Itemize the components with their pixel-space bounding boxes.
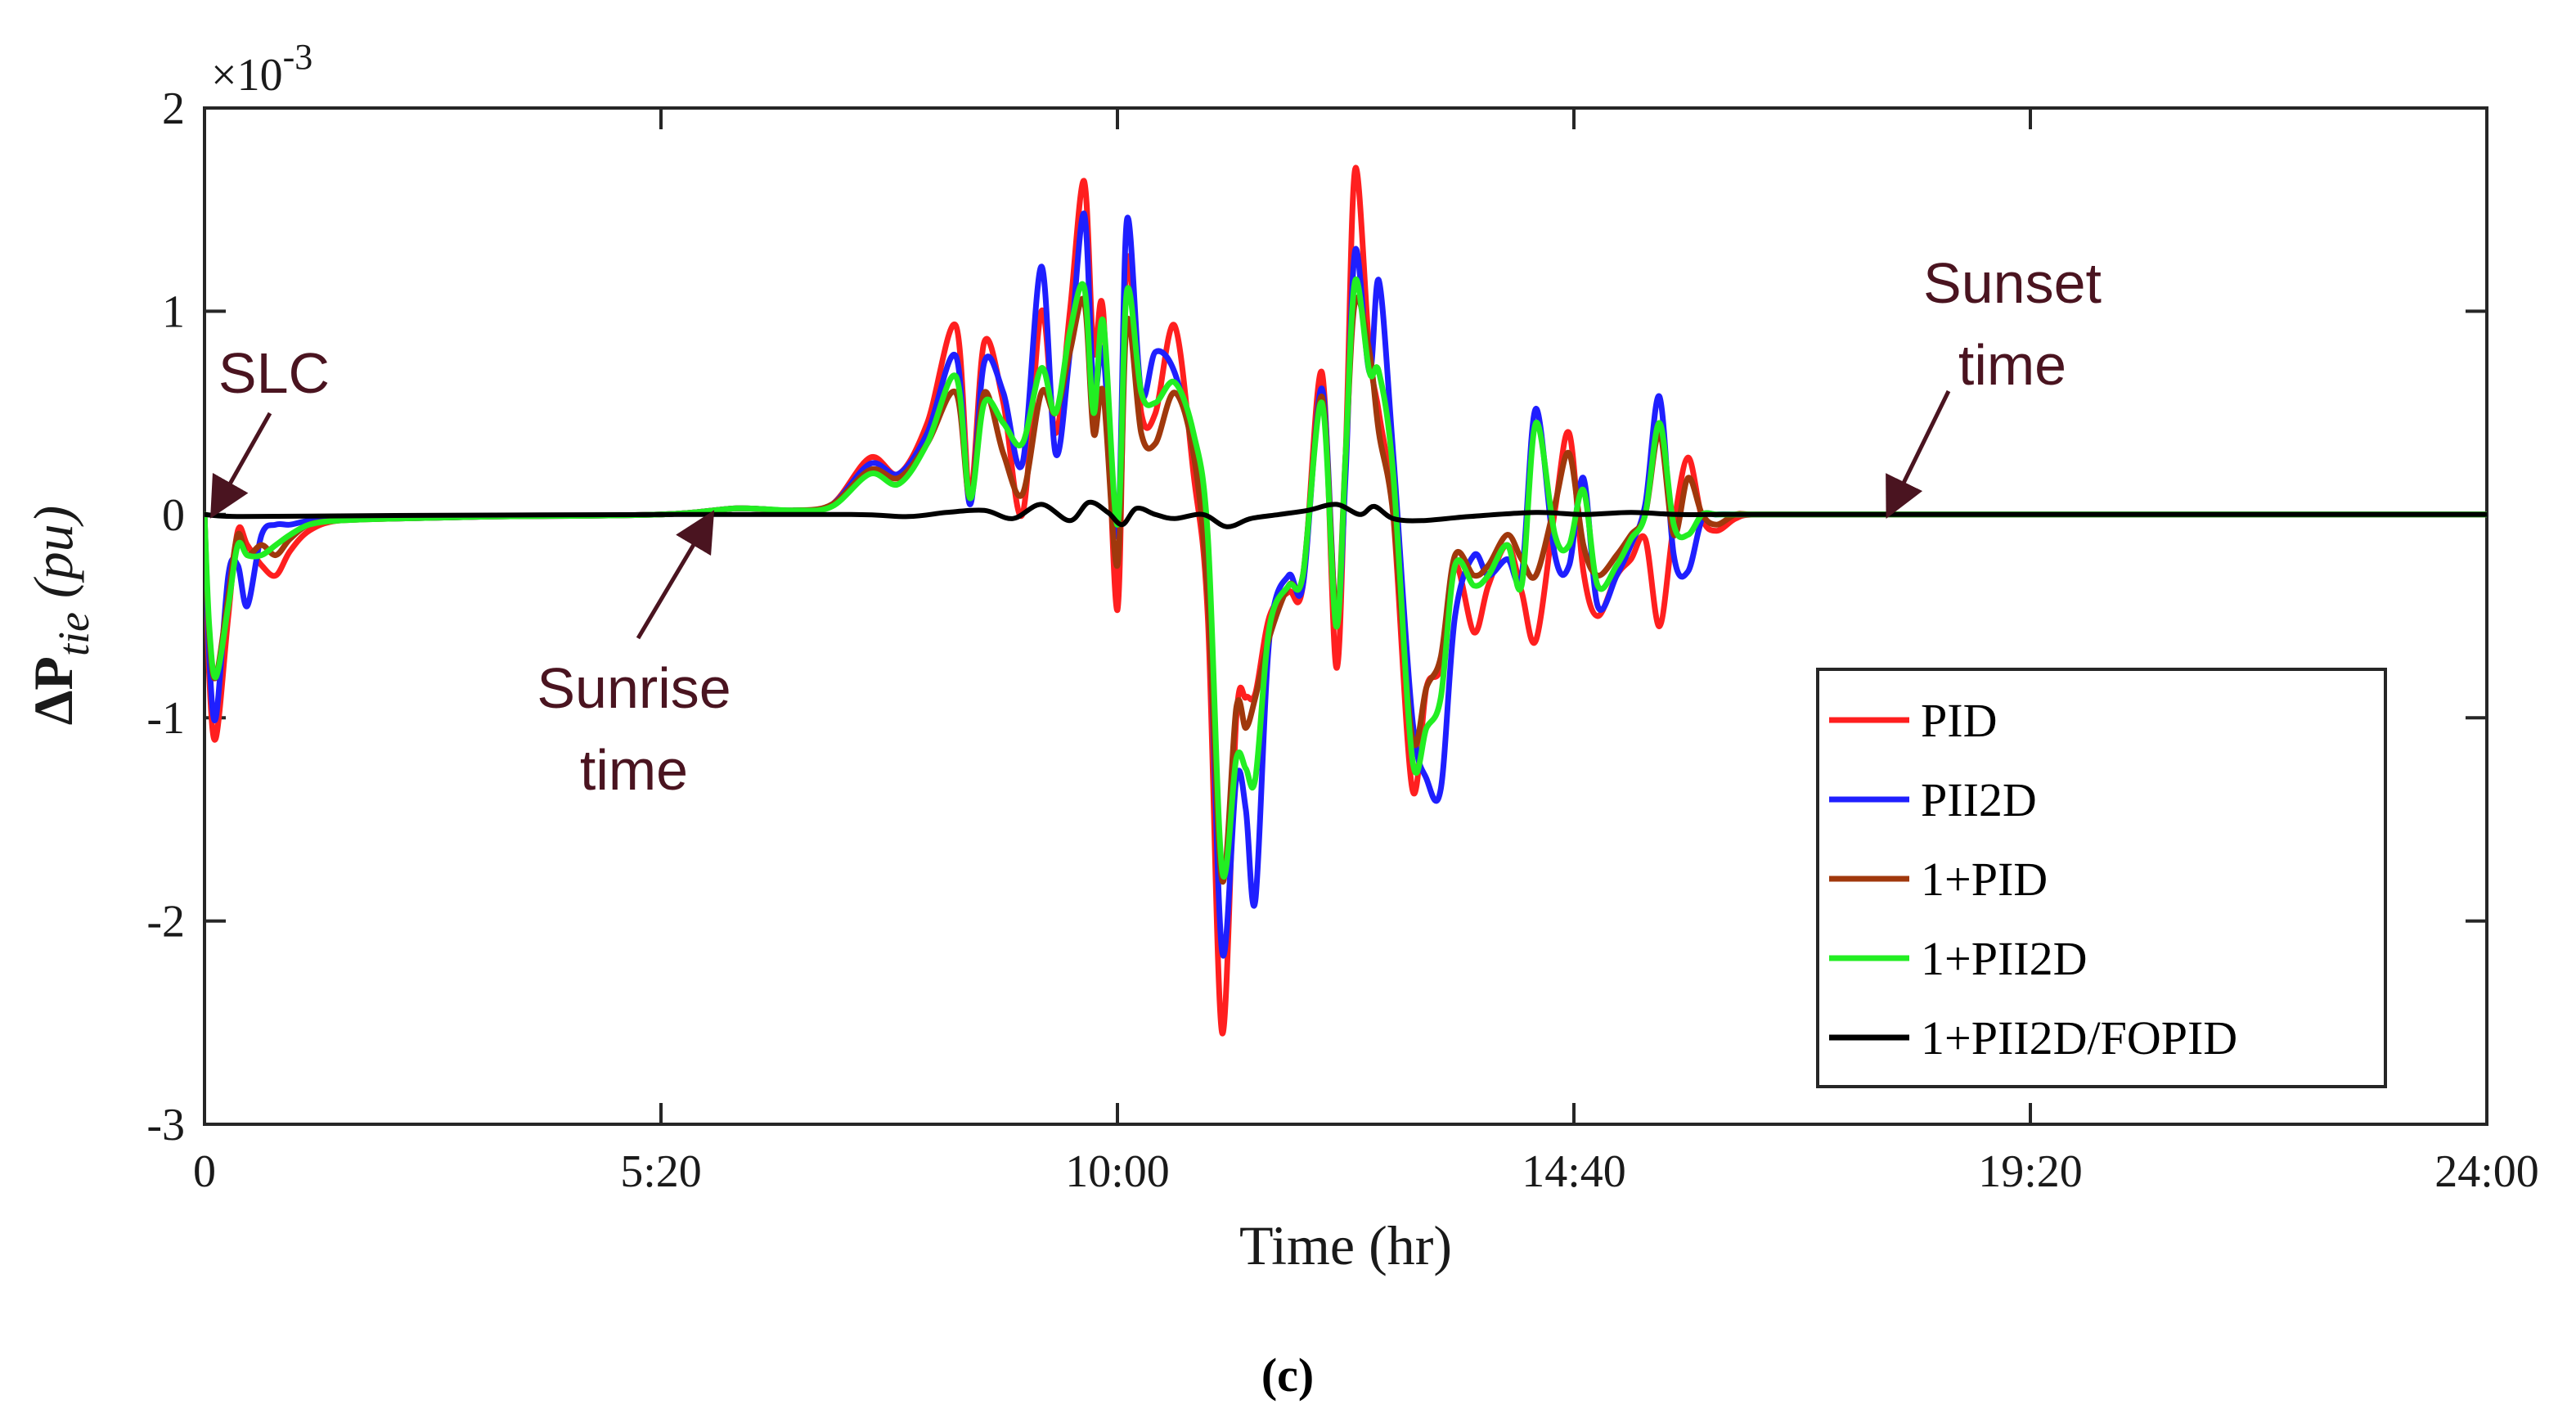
y-exponent-label: ×10-3 xyxy=(211,37,312,101)
legend-box xyxy=(1816,668,2387,1088)
legend-label-1-pii2d-fopid: 1+PII2D/FOPID xyxy=(1921,1011,2237,1065)
x-tick-label: 10:00 xyxy=(1065,1146,1170,1197)
legend: PID PII2D 1+PID 1+PII2D 1+PII2D/FOPID xyxy=(1816,668,2387,1088)
annotation-sunrise-arrow xyxy=(636,510,715,640)
legend-label-1-pid: 1+PID xyxy=(1921,853,2048,906)
series-layer xyxy=(205,164,2487,1037)
annotation-sunset-text: Sunset xyxy=(1923,251,2102,315)
annotation-sunrise-text: Sunrise xyxy=(537,656,731,720)
series-line-1-pii2d-fopid xyxy=(205,499,2487,529)
y-tick-label: 2 xyxy=(162,83,185,134)
series-line-1-pii2d xyxy=(205,276,2487,880)
y-tick-label: -1 xyxy=(146,693,185,744)
annotation-sunset-arrow xyxy=(1886,389,1951,519)
x-tick-label: 0 xyxy=(193,1146,216,1197)
x-tick-label: 19:20 xyxy=(1978,1146,2083,1197)
annotation-sunset-text: time xyxy=(1958,333,2066,397)
annotation-slc-text: SLC xyxy=(218,341,330,405)
x-axis-title: Time (hr) xyxy=(1239,1214,1452,1276)
x-tick-label: 14:40 xyxy=(1522,1146,1626,1197)
legend-label-pii2d: PII2D xyxy=(1921,773,2037,826)
y-tick-label: 1 xyxy=(162,286,185,337)
axis-ticks: 0 5:20 10:00 14:40 19:20 24:00 -3 -2 -1 0 1 2 xyxy=(146,83,2538,1197)
x-tick-label: 5:20 xyxy=(620,1146,702,1197)
figure-sub-caption: (c) xyxy=(1261,1348,1314,1402)
y-tick-label: -2 xyxy=(146,897,185,948)
annotation-layer: SLC Sunrise time Sunset time xyxy=(210,251,2102,802)
y-tick-label: -3 xyxy=(146,1100,185,1150)
y-tick-label: 0 xyxy=(162,490,185,541)
y-axis-title: ΔPtie (pu) xyxy=(22,506,98,725)
annotation-sunrise-text: time xyxy=(580,738,688,802)
annotation-slc-arrow xyxy=(210,412,272,519)
legend-label-1-pii2d: 1+PII2D xyxy=(1921,932,2087,985)
x-tick-label: 24:00 xyxy=(2434,1146,2539,1197)
legend-label-pid: PID xyxy=(1921,694,1997,747)
